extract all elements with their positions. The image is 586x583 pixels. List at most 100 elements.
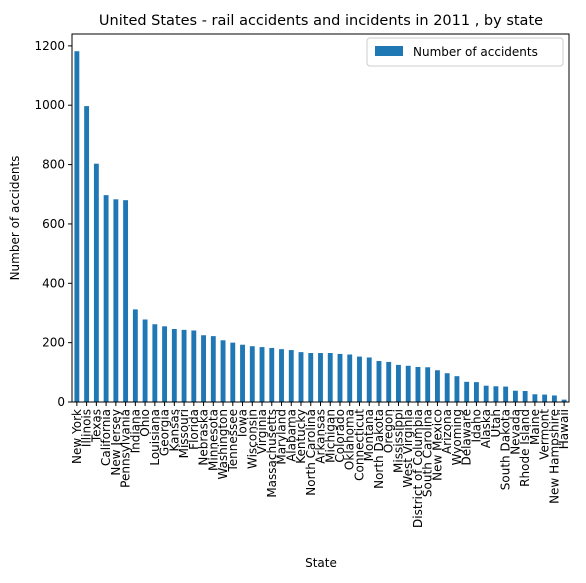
- bar: [171, 328, 177, 402]
- x-tick-label: Georgia: [158, 409, 172, 456]
- bar: [347, 354, 353, 402]
- bar: [435, 370, 440, 402]
- bar: [386, 361, 392, 402]
- x-tick-label: Ohio: [138, 409, 152, 437]
- y-tick-label: 1200: [34, 39, 65, 53]
- x-tick-label: Connecticut: [352, 409, 366, 481]
- bar: [337, 353, 343, 402]
- bar: [483, 385, 489, 402]
- x-tick-label: Kentucky: [294, 409, 308, 464]
- bar: [308, 353, 314, 402]
- bar: [512, 390, 518, 402]
- x-tick-label: Arkansas: [314, 409, 328, 464]
- y-axis: 0 200 400 600 800 1000 1200: [34, 39, 72, 409]
- x-tick-label: Wyoming: [450, 409, 464, 465]
- legend: Number of accidents: [366, 37, 564, 67]
- y-tick-label: 600: [42, 217, 65, 231]
- bar: [454, 376, 460, 402]
- x-tick-label: New York: [70, 409, 84, 464]
- x-tick-label: Texas: [89, 409, 103, 443]
- x-tick-label: Tennessee: [226, 409, 240, 473]
- bar: [103, 195, 109, 402]
- x-tick-label: Maine: [528, 409, 542, 445]
- bar: [288, 350, 294, 402]
- legend-label: Number of accidents: [413, 45, 538, 59]
- x-tick-label: Rhode Island: [518, 409, 532, 487]
- bar: [162, 326, 168, 402]
- chart-title: United States - rail accidents and incid…: [99, 13, 543, 29]
- bar: [425, 367, 431, 402]
- bar: [561, 399, 567, 402]
- bars-group: [74, 51, 567, 403]
- bar: [240, 344, 245, 402]
- bar: [123, 200, 129, 402]
- bar: [113, 199, 119, 402]
- x-tick-label: Hawaii: [557, 409, 571, 449]
- x-tick-label: West Virginia: [401, 409, 415, 488]
- x-tick-label: New Jersey: [109, 409, 123, 476]
- x-tick-label: Mississippi: [391, 409, 405, 473]
- x-tick-label: Alaska: [479, 409, 493, 448]
- bar: [444, 373, 450, 402]
- bar: [503, 386, 509, 402]
- plot-frame: [71, 33, 570, 403]
- x-tick-label: Montana: [362, 409, 376, 461]
- bar: [551, 395, 557, 402]
- x-tick-label: Michigan: [323, 409, 337, 463]
- bar: [220, 340, 226, 402]
- bar: [93, 163, 99, 402]
- y-tick-label: 200: [42, 336, 65, 350]
- x-tick-label: South Dakota: [499, 409, 513, 490]
- bar: [201, 335, 206, 402]
- bar: [542, 394, 548, 402]
- x-tick-label: California: [99, 409, 113, 466]
- x-tick-label: New Hampshire: [547, 409, 561, 504]
- x-tick-label: South Carolina: [421, 409, 435, 497]
- x-tick-label: Wisconsin: [245, 409, 259, 469]
- x-tick-label: Kansas: [167, 409, 181, 451]
- x-tick-label: Utah: [489, 409, 503, 437]
- y-axis-label: Number of accidents: [8, 156, 22, 281]
- bar: [249, 346, 255, 402]
- bar: [74, 51, 80, 403]
- x-tick-label: Maryland: [275, 409, 289, 465]
- bar: [473, 382, 479, 402]
- bar: [181, 329, 187, 402]
- y-tick-label: 1000: [34, 98, 65, 112]
- x-tick-label: Arizona: [440, 409, 454, 454]
- bar: [269, 347, 275, 402]
- legend-swatch: [375, 46, 403, 56]
- x-tick-label: Florida: [187, 409, 201, 450]
- bar: [522, 391, 528, 402]
- bar: [210, 336, 216, 402]
- x-tick-label: Minnesota: [206, 409, 220, 471]
- x-tick-label: Oregon: [382, 409, 396, 453]
- x-tick-label: Alabama: [284, 409, 298, 462]
- x-tick-label: Vermont: [538, 409, 552, 460]
- x-tick-label: New Mexico: [430, 409, 444, 481]
- x-tick-label: Indiana: [128, 409, 142, 453]
- bar: [376, 361, 382, 402]
- bar: [279, 349, 284, 402]
- x-tick-label: Massachusetts: [265, 409, 279, 498]
- x-tick-label: North Carolina: [304, 409, 318, 496]
- x-tick-label: Washington: [216, 409, 230, 480]
- bar: [132, 309, 138, 402]
- bar: [366, 357, 372, 402]
- x-tick-label: Iowa: [236, 409, 250, 437]
- bar: [464, 381, 470, 402]
- x-tick-label: North Dakota: [372, 409, 386, 489]
- x-tick-label: Colorado: [333, 409, 347, 463]
- x-tick-label: Nevada: [508, 409, 522, 455]
- x-tick-label: Louisiana: [148, 409, 162, 466]
- bar: [298, 352, 304, 402]
- bar: [230, 342, 236, 402]
- y-tick-label: 800: [42, 158, 65, 172]
- x-tick-label: Nebraska: [197, 409, 211, 466]
- bar: [152, 324, 158, 402]
- bar: [415, 366, 421, 402]
- bar: [493, 386, 499, 402]
- x-tick-label: Delaware: [460, 409, 474, 466]
